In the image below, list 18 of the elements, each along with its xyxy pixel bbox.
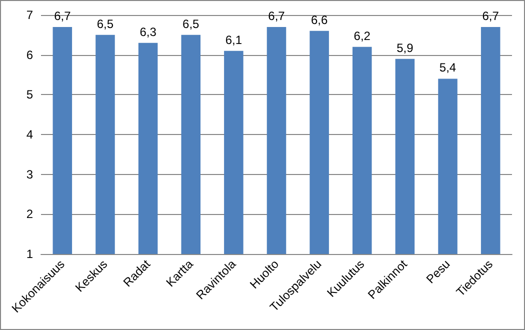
y-tick-label: 5 [26,88,34,102]
data-label: 6,5 [182,16,200,31]
y-tick-label: 2 [26,207,34,222]
y-tick-label: 1 [26,247,34,261]
data-label: 6,1 [225,32,242,47]
data-label: 5,9 [396,40,414,55]
data-label: 6,7 [268,8,286,23]
y-tick-label: 4 [26,128,34,142]
data-label: 6,7 [482,8,500,23]
data-label: 5,4 [439,60,456,75]
y-tick-label: 3 [26,167,34,182]
data-label: 6,7 [54,8,72,23]
data-label: 6,2 [354,28,371,43]
data-label: 6,3 [140,24,157,39]
y-tick-label: 7 [26,8,34,22]
data-label: 6,5 [96,16,114,31]
data-label: 6,6 [310,12,328,27]
y-tick-label: 6 [26,48,34,62]
